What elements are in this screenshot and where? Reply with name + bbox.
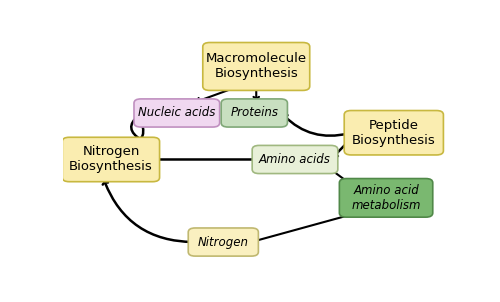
FancyBboxPatch shape — [221, 99, 288, 127]
FancyBboxPatch shape — [340, 178, 433, 217]
Text: Nucleic acids: Nucleic acids — [138, 107, 216, 120]
Text: Macromolecule
Biosynthesis: Macromolecule Biosynthesis — [206, 53, 307, 80]
Text: Proteins: Proteins — [230, 107, 278, 120]
Text: Amino acids: Amino acids — [259, 153, 331, 166]
Text: Nitrogen: Nitrogen — [198, 236, 249, 249]
Text: Amino acid
metabolism: Amino acid metabolism — [352, 184, 421, 212]
FancyBboxPatch shape — [134, 99, 220, 127]
FancyBboxPatch shape — [252, 146, 338, 174]
FancyBboxPatch shape — [344, 111, 444, 155]
Text: Nitrogen
Biosynthesis: Nitrogen Biosynthesis — [69, 146, 153, 173]
FancyBboxPatch shape — [62, 137, 160, 182]
FancyBboxPatch shape — [203, 43, 310, 90]
Text: Peptide
Biosynthesis: Peptide Biosynthesis — [352, 119, 436, 147]
FancyBboxPatch shape — [188, 228, 258, 256]
